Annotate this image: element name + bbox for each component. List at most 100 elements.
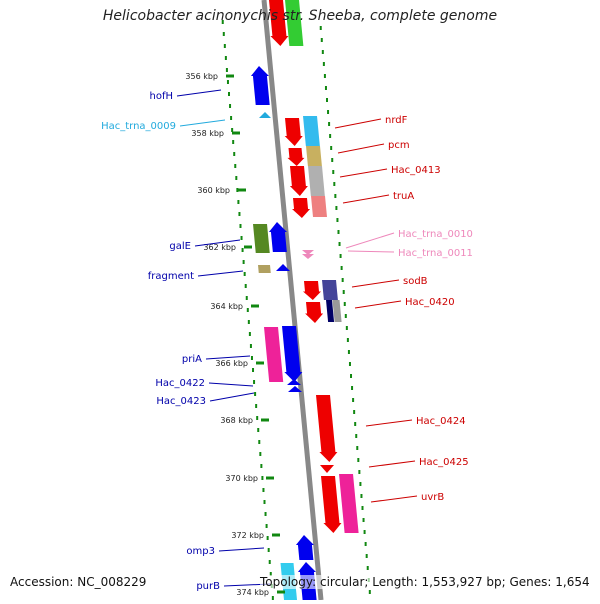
kbp-tick-label: 360 kbp xyxy=(197,186,230,195)
gene-label-text: fragment xyxy=(148,271,194,282)
gene-label-text: priA xyxy=(182,354,202,365)
gene-label: nrdF xyxy=(334,115,408,129)
gene-label-text: Hac_0423 xyxy=(156,396,206,407)
gene-feature xyxy=(268,222,287,252)
kbp-tick-label: 356 kbp xyxy=(185,72,218,81)
gene-feature xyxy=(250,66,270,105)
gene-label-text: omp3 xyxy=(186,546,215,557)
gene-feature xyxy=(305,302,324,323)
kbp-tick-label: 364 kbp xyxy=(210,302,243,311)
kbp-tick: 374 kbp xyxy=(236,588,285,597)
kbp-tick-label: 366 kbp xyxy=(215,359,248,368)
trna-feature xyxy=(302,254,314,259)
gene-feature xyxy=(326,300,335,322)
gene-label: Hac_trna_0009 xyxy=(101,119,226,132)
gene-label: hofH xyxy=(150,89,222,102)
gene-feature xyxy=(306,146,322,166)
gene-label-text: Hac_trna_0009 xyxy=(101,121,176,132)
gene-label-text: Hac_0425 xyxy=(419,457,469,468)
gene-feature xyxy=(292,198,311,218)
gene-feature xyxy=(295,535,314,560)
gene-feature xyxy=(303,116,320,146)
gene-label: Hac_0422 xyxy=(155,378,254,389)
gene-label-text: Hac_0420 xyxy=(405,297,455,308)
genome-backbone xyxy=(261,0,324,601)
gene-feature xyxy=(322,280,338,300)
gene-label-text: pcm xyxy=(388,140,410,151)
gene-label-text: hofH xyxy=(150,91,174,102)
gene-label: Hac_trna_0011 xyxy=(347,248,473,259)
gene-feature xyxy=(302,281,321,300)
gene-labels-right: nrdF pcm Hac_0413 truA Hac_trna_0010 Hac_trna… xyxy=(334,115,473,503)
gene-label-text: Hac_0424 xyxy=(416,416,466,427)
kbp-tick: 372 kbp xyxy=(231,531,280,540)
accession-text: Accession: NC_008229 xyxy=(10,575,147,589)
kbp-tick-label: 372 kbp xyxy=(231,531,264,540)
gene-feature xyxy=(269,0,289,46)
gene-label-text: purB xyxy=(196,581,220,592)
kbp-tick: 366 kbp xyxy=(215,359,264,368)
gene-feature xyxy=(287,148,305,166)
gene-feature xyxy=(320,465,334,473)
gene-label: Hac_0424 xyxy=(365,416,466,427)
tick-ring-left xyxy=(221,20,274,600)
kbp-tick: 356 kbp xyxy=(185,72,234,81)
kbp-tick: 358 kbp xyxy=(191,129,240,138)
gene-label: Hac_0413 xyxy=(339,165,441,178)
gene-labels-left: hofH Hac_trna_0009 galE fragment priA Hac_042… xyxy=(101,89,271,592)
gene-feature xyxy=(264,327,284,382)
gene-feature xyxy=(284,118,303,146)
gene-label-text: galE xyxy=(169,241,191,252)
page-title: Helicobacter acinonychis str. Sheeba, co… xyxy=(102,8,498,24)
gene-feature xyxy=(253,224,270,253)
kbp-tick: 368 kbp xyxy=(220,416,269,425)
kbp-tick-label: 358 kbp xyxy=(191,129,224,138)
gene-label-text: Hac_trna_0011 xyxy=(398,248,473,259)
gene-feature xyxy=(276,264,290,271)
trna-feature xyxy=(302,250,314,255)
kbp-tick-label: 374 kbp xyxy=(236,588,269,597)
gene-label: sodB xyxy=(351,276,428,288)
gene-features xyxy=(250,0,359,600)
gene-label: truA xyxy=(342,191,414,204)
gene-feature xyxy=(332,300,342,322)
trna-feature xyxy=(259,112,271,118)
gene-feature xyxy=(285,0,304,46)
gene-label-text: truA xyxy=(393,191,414,202)
kbp-tick: 370 kbp xyxy=(225,474,274,483)
gene-feature xyxy=(289,166,308,196)
gene-feature xyxy=(308,166,325,196)
kbp-tick: 364 kbp xyxy=(210,302,259,311)
gene-label-text: Hac_trna_0010 xyxy=(398,229,473,240)
kbp-tick-label: 368 kbp xyxy=(220,416,253,425)
gene-feature xyxy=(282,326,303,382)
gene-feature xyxy=(316,395,338,462)
gene-label: uvrB xyxy=(370,492,444,503)
gene-label-text: nrdF xyxy=(385,115,408,126)
gene-label-text: sodB xyxy=(403,276,428,287)
gene-label-text: uvrB xyxy=(421,492,444,503)
gene-label-text: Hac_0422 xyxy=(155,378,205,389)
gene-feature xyxy=(258,265,271,273)
kbp-tick: 362 kbp xyxy=(203,243,252,252)
kbp-tick: 360 kbp xyxy=(197,186,246,195)
gene-label: priA xyxy=(182,354,251,365)
gene-label: Hac_trna_0010 xyxy=(345,229,473,249)
gene-label: Hac_0425 xyxy=(368,457,469,468)
gene-feature xyxy=(288,386,302,392)
gene-feature xyxy=(311,196,327,217)
gene-label: galE xyxy=(169,239,241,252)
gene-label: omp3 xyxy=(186,546,265,557)
tick-ring-right xyxy=(319,26,372,604)
gene-label: fragment xyxy=(148,270,244,282)
gene-label-text: Hac_0413 xyxy=(391,165,441,176)
kbp-tick-label: 370 kbp xyxy=(225,474,258,483)
gene-label: pcm xyxy=(337,140,410,154)
kbp-tick-label: 362 kbp xyxy=(203,243,236,252)
kbp-ticks: 356 kbp 358 kbp 360 kbp 362 kbp 364 kbp 366 k… xyxy=(185,72,285,597)
gene-feature xyxy=(321,476,342,533)
gene-feature xyxy=(287,379,301,385)
gene-feature xyxy=(339,474,359,533)
